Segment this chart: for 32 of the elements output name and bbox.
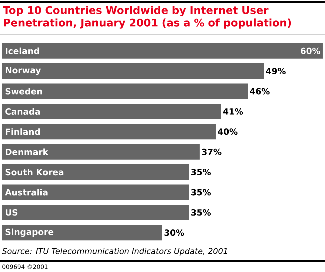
bar: [2, 184, 190, 200]
y-tick-label: Sweden: [6, 88, 42, 95]
y-tick-label: US: [6, 209, 18, 216]
y-tick-label: Iceland: [6, 48, 40, 54]
y-tick-label: Denmark: [6, 148, 49, 156]
data-label: 46%: [250, 88, 270, 95]
bar: [2, 124, 216, 140]
bar: [2, 64, 264, 80]
bar: [2, 43, 323, 59]
data-label: 41%: [223, 108, 244, 115]
y-tick-label: South Korea: [6, 169, 64, 176]
bar: [2, 144, 200, 160]
data-label: 37%: [202, 148, 222, 156]
data-label: 60%: [300, 48, 321, 54]
data-label: 35%: [192, 169, 212, 176]
chart-title: Top 10 Countries Worldwide by Internet User Penetration, January 2001 (as a % of population): [3, 6, 292, 29]
source-note: Source: ITU Telecommunication Indicators Update, 2001: [2, 248, 228, 256]
bar: [2, 204, 190, 220]
y-tick-label: Australia: [5, 189, 48, 196]
bar: [2, 84, 248, 100]
y-tick-label: Canada: [6, 108, 40, 115]
data-label: 35%: [192, 209, 212, 216]
y-tick-label: Finland: [6, 128, 40, 136]
y-tick-label: Singapore: [6, 228, 54, 238]
data-label: 30%: [164, 230, 184, 236]
data-label: 40%: [218, 128, 238, 136]
bar: [2, 225, 162, 241]
data-label: 35%: [192, 189, 212, 196]
bar: [2, 164, 190, 180]
bar: [2, 104, 222, 120]
data-label: 49%: [266, 68, 286, 75]
y-tick-label: Norway: [6, 67, 42, 76]
